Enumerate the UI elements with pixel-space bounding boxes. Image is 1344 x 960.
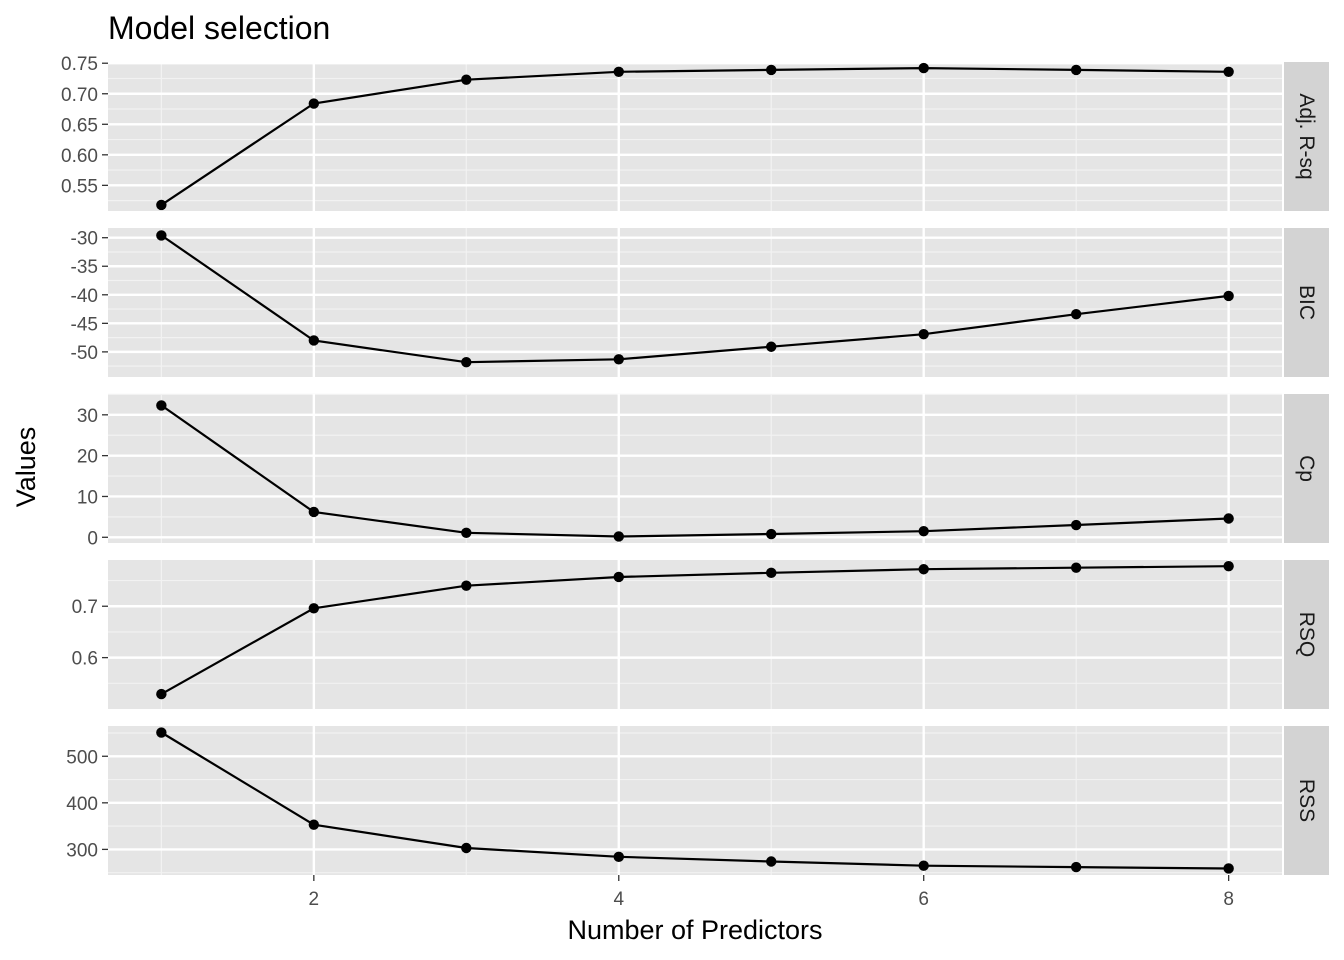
data-point xyxy=(308,335,320,346)
y-tick-label: 0 xyxy=(87,528,98,549)
y-tick-label: -40 xyxy=(71,286,98,307)
data-point xyxy=(1223,290,1234,302)
series-line-cp xyxy=(160,404,1229,538)
y-tick-label: 0.70 xyxy=(61,85,98,106)
data-point xyxy=(461,580,472,591)
facet-bic: -50 -45 -40 -35 -30 BIC xyxy=(71,228,1329,377)
data-point xyxy=(1070,64,1082,76)
data-point xyxy=(613,66,624,77)
y-tick-label: 500 xyxy=(66,747,98,768)
y-tick-label: 300 xyxy=(66,840,98,861)
data-point xyxy=(461,527,472,538)
series-line-rsq xyxy=(160,565,1229,696)
panel-background xyxy=(108,726,1282,875)
data-point xyxy=(461,356,472,368)
data-point xyxy=(1223,863,1234,874)
y-tick-label: 0.55 xyxy=(61,176,98,197)
y-tick-label: 10 xyxy=(77,487,98,508)
data-point xyxy=(156,400,167,411)
y-tick-label: -35 xyxy=(71,257,98,278)
data-point xyxy=(156,688,167,700)
data-point xyxy=(1223,513,1234,524)
data-point xyxy=(918,328,929,340)
y-tick-label: 30 xyxy=(77,406,98,427)
facet-strip xyxy=(1284,62,1329,211)
data-point xyxy=(308,603,320,614)
y-tick-label: 0.7 xyxy=(72,597,98,618)
data-point xyxy=(918,860,929,871)
series-line-bic xyxy=(160,234,1229,364)
y-axis-title: Values xyxy=(11,427,41,508)
data-point xyxy=(308,506,320,518)
data-point xyxy=(308,98,320,109)
data-point xyxy=(1223,560,1234,572)
facet-strip xyxy=(1284,228,1329,377)
data-point xyxy=(766,341,777,352)
data-point xyxy=(156,230,167,241)
data-point xyxy=(613,851,624,863)
x-axis-title: Number of Predictors xyxy=(567,915,822,945)
data-point xyxy=(1223,66,1234,77)
data-point xyxy=(766,64,777,76)
y-tick-label: 20 xyxy=(77,447,98,468)
y-tick-label: -30 xyxy=(71,229,98,250)
facet-strip-label: Cp xyxy=(1295,455,1318,482)
y-tick-label: -50 xyxy=(71,343,98,364)
data-point xyxy=(918,62,929,74)
data-point xyxy=(1070,861,1082,873)
x-tick-label: 6 xyxy=(918,889,929,910)
data-point xyxy=(613,354,624,365)
y-tick-label: 0.75 xyxy=(61,54,98,75)
data-point xyxy=(1070,309,1082,320)
data-point xyxy=(766,528,777,540)
y-tick-label: 0.6 xyxy=(72,649,98,670)
facet-adj-r-sq: 0.55 0.60 0.65 0.70 0.75 Adj. R-sq xyxy=(61,54,1329,211)
data-point xyxy=(613,571,624,583)
data-point xyxy=(156,727,167,738)
facet-strip-label: Adj. R-sq xyxy=(1295,93,1318,179)
facet-rss: 300 400 500 RSS xyxy=(66,726,1329,875)
data-point xyxy=(613,531,624,542)
y-tick-label: -45 xyxy=(71,314,98,335)
x-axis: 2 4 6 8 xyxy=(309,875,1234,910)
data-point xyxy=(918,564,929,575)
data-point xyxy=(766,856,777,867)
data-point xyxy=(308,819,320,830)
panel-background xyxy=(108,560,1282,709)
series-line-adj-r-sq xyxy=(160,66,1229,206)
panel-background xyxy=(108,394,1282,543)
data-point xyxy=(1070,519,1082,531)
facet-strip-label: BIC xyxy=(1295,285,1318,320)
x-tick-label: 8 xyxy=(1223,889,1234,910)
facet-rsq: 0.6 0.7 RSQ xyxy=(72,560,1329,709)
data-point xyxy=(918,525,929,537)
chart-title: Model selection xyxy=(108,10,330,46)
panel-background xyxy=(108,228,1282,377)
y-tick-label: 0.65 xyxy=(61,115,98,136)
facet-strip-label: RSS xyxy=(1295,779,1318,822)
x-tick-label: 4 xyxy=(613,889,624,910)
y-tick-label: 0.60 xyxy=(61,146,98,167)
facet-strip xyxy=(1284,394,1329,543)
facet-strip-label: RSQ xyxy=(1295,612,1318,658)
data-point xyxy=(461,842,472,854)
facet-cp: 0 10 20 30 Cp xyxy=(77,393,1329,549)
data-point xyxy=(156,199,167,211)
facet-strip xyxy=(1284,560,1329,709)
panel-background xyxy=(108,62,1282,211)
y-tick-label: 400 xyxy=(66,794,98,815)
facet-strip xyxy=(1284,726,1329,875)
data-point xyxy=(1070,562,1082,573)
data-point xyxy=(461,74,472,85)
data-point xyxy=(766,567,777,579)
x-tick-label: 2 xyxy=(309,889,320,910)
series-line-rss xyxy=(160,731,1229,870)
